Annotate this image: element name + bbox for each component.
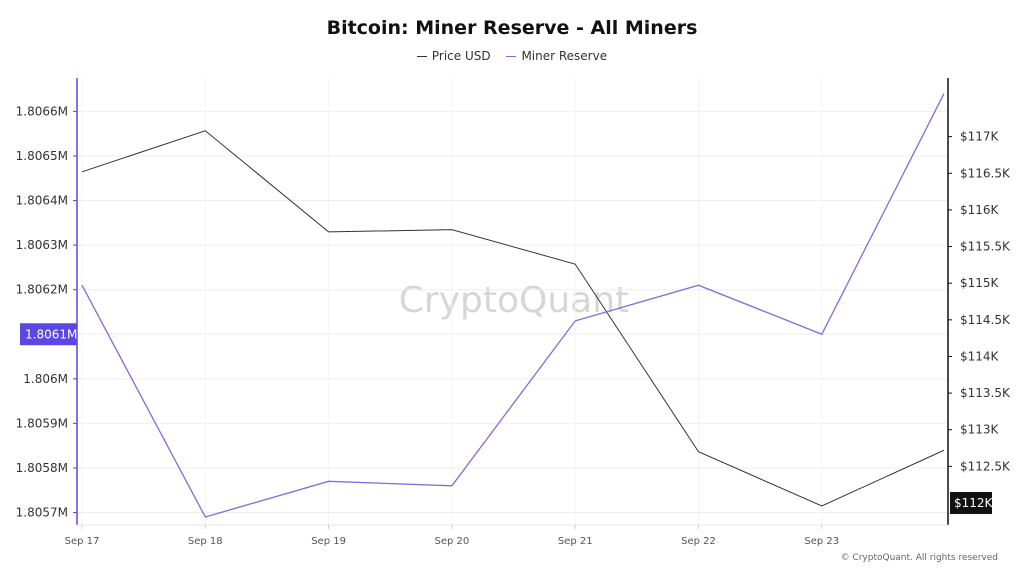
labels-layer: 1.8057M 1.8058M 1.8059M 1.806M 1.8061M 1.8062… [16,104,1011,547]
right-tick-label: $114.5K [960,313,1011,327]
x-tick-label: Sep 18 [188,536,223,547]
left-tick-label: 1.8062M [16,283,68,297]
right-axis-highlight-label: $112K [954,496,994,510]
series-line-miner-reserve [81,93,945,518]
left-axis-highlight-box [20,323,77,346]
legend-label-reserve: Miner Reserve [521,49,608,63]
right-tick-label: $117K [960,130,1000,144]
right-tick-label: $113K [960,423,1000,437]
legend-label-price: Price USD [431,49,491,63]
x-tick-label: Sep 22 [681,536,716,547]
right-tick-label: $113.5K [960,386,1011,400]
left-tick-label: 1.8057M [16,506,68,520]
left-tick-label: 1.8063M [16,238,68,252]
x-tick-label: Sep 23 [804,536,839,547]
x-tick-label: Sep 21 [558,536,593,547]
left-tick-label: 1.8058M [16,461,68,475]
right-tick-label: $115K [960,276,1000,290]
series-layer [81,93,945,518]
left-tick-label: 1.8059M [16,416,68,430]
right-tick-label: $115.5K [960,240,1011,254]
legend-item-price[interactable]: Price USD [416,49,491,63]
left-tick-label: 1.8066M [16,104,68,118]
right-tick-label: $114K [960,349,1000,363]
axes-layer [73,78,952,529]
x-tick-label: Sep 17 [65,536,100,547]
grid-layer [77,78,948,525]
series-line-price-usd [81,130,945,507]
right-tick-label: $112.5K [960,459,1011,473]
legend: Price USD Miner Reserve [0,49,1024,63]
right-tick-label: $116.5K [960,166,1011,180]
chart-title: Bitcoin: Miner Reserve - All Miners [326,17,698,39]
legend-item-reserve[interactable]: Miner Reserve [506,49,607,63]
right-tick-label: $116K [960,203,1000,217]
left-tick-label: 1.8064M [16,194,68,208]
x-tick-label: Sep 19 [311,536,346,547]
copyright-text: © CryptoQuant. All rights reserved [840,553,998,563]
left-tick-label: 1.8065M [16,149,68,163]
legend-swatch-price [416,56,427,57]
x-tick-label: Sep 20 [435,536,470,547]
left-tick-label: 1.806M [23,372,68,386]
right-axis-highlight-box [950,492,992,515]
watermark: CryptoQuant [399,280,629,321]
legend-swatch-reserve [506,56,517,57]
left-tick-label: 1.8061M [25,327,77,341]
